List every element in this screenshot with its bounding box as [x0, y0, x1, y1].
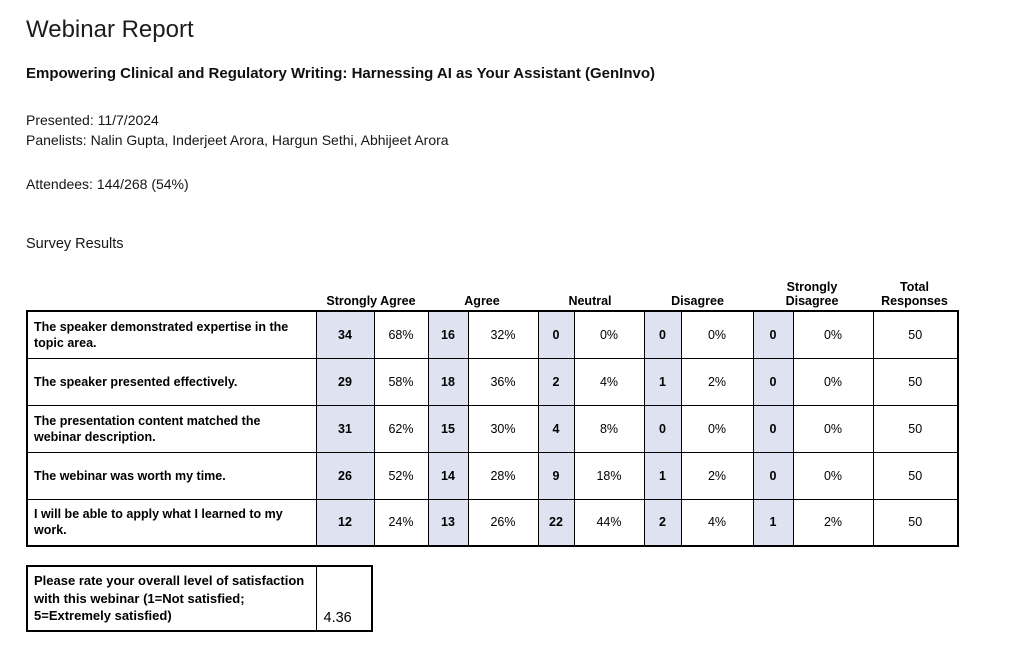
- column-header-agree: Agree: [427, 276, 537, 310]
- count-cell: 1: [752, 498, 794, 547]
- percent-cell: 0%: [792, 310, 874, 359]
- count-cell: 22: [537, 498, 575, 547]
- count-cell: 2: [643, 498, 682, 547]
- count-cell: 16: [427, 310, 469, 359]
- count-cell: 26: [315, 451, 375, 500]
- section-heading: Survey Results: [26, 236, 124, 252]
- total-cell: 50: [872, 310, 959, 359]
- statement-cell: The presentation content matched the web…: [26, 404, 317, 453]
- percent-cell: 44%: [573, 498, 645, 547]
- percent-cell: 0%: [792, 357, 874, 406]
- percent-cell: 28%: [467, 451, 539, 500]
- column-header-label: Disagree: [671, 294, 724, 308]
- count-cell: 0: [537, 310, 575, 359]
- percent-cell: 32%: [467, 310, 539, 359]
- statement-cell: The speaker demonstrated expertise in th…: [26, 310, 317, 359]
- count-cell: 9: [537, 451, 575, 500]
- panelists-line: Panelists: Nalin Gupta, Inderjeet Arora,…: [26, 132, 449, 148]
- count-cell: 1: [643, 451, 682, 500]
- percent-cell: 0%: [792, 404, 874, 453]
- table-row: The presentation content matched the web…: [26, 404, 959, 453]
- count-cell: 18: [427, 357, 469, 406]
- percent-cell: 62%: [373, 404, 429, 453]
- table-row: I will be able to apply what I learned t…: [26, 498, 959, 547]
- column-header-disagree: Disagree: [643, 276, 752, 310]
- count-cell: 2: [537, 357, 575, 406]
- percent-cell: 0%: [680, 404, 754, 453]
- satisfaction-question-cell: Please rate your overall level of satisf…: [26, 565, 317, 631]
- percent-cell: 0%: [792, 451, 874, 500]
- column-header-total-responses: Total Responses: [872, 276, 957, 310]
- satisfaction-score-cell: 4.36: [315, 565, 373, 631]
- count-cell: 0: [752, 451, 794, 500]
- column-header-strongly-disagree: Strongly Disagree: [752, 276, 872, 310]
- column-header-neutral: Neutral: [537, 276, 643, 310]
- count-cell: 31: [315, 404, 375, 453]
- column-header-strongly-agree: Strongly Agree: [315, 276, 427, 310]
- table-row: The speaker demonstrated expertise in th…: [26, 310, 959, 359]
- count-cell: 0: [643, 310, 682, 359]
- column-header-label: Neutral: [568, 294, 612, 308]
- presented-line: Presented: 11/7/2024: [26, 112, 159, 128]
- percent-cell: 2%: [680, 451, 754, 500]
- total-cell: 50: [872, 357, 959, 406]
- percent-cell: 2%: [680, 357, 754, 406]
- percent-cell: 24%: [373, 498, 429, 547]
- percent-cell: 4%: [573, 357, 645, 406]
- percent-cell: 0%: [680, 310, 754, 359]
- percent-cell: 26%: [467, 498, 539, 547]
- column-header-label: Agree: [464, 294, 500, 308]
- percent-cell: 58%: [373, 357, 429, 406]
- table-row: The webinar was worth my time. 26 52% 14…: [26, 451, 959, 500]
- column-header-label: Total Responses: [881, 280, 948, 308]
- total-cell: 50: [872, 451, 959, 500]
- percent-cell: 2%: [792, 498, 874, 547]
- survey-results-table: The speaker demonstrated expertise in th…: [26, 310, 959, 547]
- statement-cell: I will be able to apply what I learned t…: [26, 498, 317, 547]
- count-cell: 14: [427, 451, 469, 500]
- table-row: The speaker presented effectively. 29 58…: [26, 357, 959, 406]
- column-header-spacer: [26, 276, 315, 310]
- survey-column-headers: Strongly Agree Agree Neutral Disagree St…: [26, 276, 957, 310]
- count-cell: 0: [643, 404, 682, 453]
- count-cell: 4: [537, 404, 575, 453]
- percent-cell: 52%: [373, 451, 429, 500]
- count-cell: 1: [643, 357, 682, 406]
- webinar-meta: Presented: 11/7/2024 Panelists: Nalin Gu…: [26, 110, 1024, 150]
- percent-cell: 18%: [573, 451, 645, 500]
- table-row: Please rate your overall level of satisf…: [26, 565, 373, 631]
- count-cell: 0: [752, 404, 794, 453]
- count-cell: 13: [427, 498, 469, 547]
- statement-cell: The speaker presented effectively.: [26, 357, 317, 406]
- page-title: Webinar Report: [26, 16, 194, 43]
- count-cell: 34: [315, 310, 375, 359]
- count-cell: 29: [315, 357, 375, 406]
- statement-cell: The webinar was worth my time.: [26, 451, 317, 500]
- satisfaction-table: Please rate your overall level of satisf…: [26, 565, 373, 632]
- attendees-line: Attendees: 144/268 (54%): [26, 176, 189, 192]
- percent-cell: 4%: [680, 498, 754, 547]
- count-cell: 15: [427, 404, 469, 453]
- percent-cell: 68%: [373, 310, 429, 359]
- column-header-label: Strongly Agree: [326, 294, 416, 308]
- percent-cell: 8%: [573, 404, 645, 453]
- total-cell: 50: [872, 498, 959, 547]
- count-cell: 12: [315, 498, 375, 547]
- column-header-label: Strongly Disagree: [785, 280, 839, 308]
- count-cell: 0: [752, 357, 794, 406]
- percent-cell: 36%: [467, 357, 539, 406]
- percent-cell: 0%: [573, 310, 645, 359]
- percent-cell: 30%: [467, 404, 539, 453]
- count-cell: 0: [752, 310, 794, 359]
- webinar-title: Empowering Clinical and Regulatory Writi…: [26, 65, 655, 82]
- total-cell: 50: [872, 404, 959, 453]
